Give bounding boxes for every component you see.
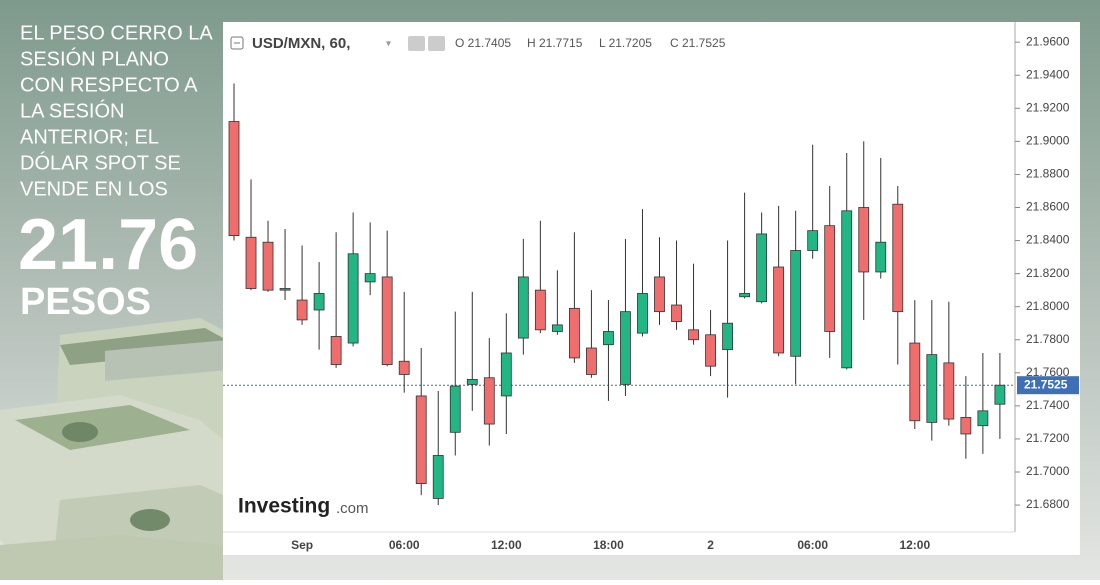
ohlc-label: L 21.7205 <box>599 36 652 50</box>
x-tick-label: 12:00 <box>899 538 930 552</box>
candle-body <box>858 207 870 273</box>
headline-line: SESIÓN PLANO <box>20 47 169 70</box>
headline-line: DÓLAR SPOT SE <box>20 151 181 174</box>
x-tick-label: 06:00 <box>389 538 420 552</box>
candle-body <box>875 241 887 273</box>
watermark-suffix: .com <box>336 500 369 517</box>
candle-body <box>466 379 478 385</box>
candle-body <box>500 352 512 397</box>
headline-line: LA SESIÓN <box>20 99 125 122</box>
y-tick-label: 21.9000 <box>1026 134 1070 148</box>
collapse-icon[interactable] <box>230 36 244 50</box>
headline-line: VENDE EN LOS <box>20 178 168 200</box>
y-tick-label: 21.7600 <box>1026 365 1070 379</box>
candle-body <box>432 455 444 499</box>
candle-body <box>637 293 648 334</box>
candle-body <box>892 203 904 313</box>
headline-line: CON RESPECTO A <box>20 74 198 96</box>
symbol: USD/MXN, 60, <box>252 35 350 52</box>
candle-body <box>943 362 955 420</box>
x-tick-label: 18:00 <box>593 538 624 552</box>
candle-body <box>994 384 1006 405</box>
ohlc-label: C 21.7525 <box>670 36 726 50</box>
last-price-tag <box>1017 376 1079 395</box>
candle-body <box>364 273 376 283</box>
candle-body <box>228 121 240 237</box>
big-value: 21.76 <box>18 205 198 285</box>
big-unit: PESOS <box>20 281 151 323</box>
candle-body <box>262 241 274 291</box>
ohlc-label: O 21.7405 <box>455 36 511 50</box>
candle-body <box>688 329 699 341</box>
candle-body <box>245 236 257 289</box>
x-tick-label: 2 <box>707 538 714 552</box>
candle-body <box>824 225 836 332</box>
y-tick-label: 21.6800 <box>1026 497 1070 511</box>
candle-body <box>517 276 529 339</box>
y-tick-label: 21.8400 <box>1026 233 1070 247</box>
y-tick-label: 21.9200 <box>1026 100 1070 114</box>
candle-body <box>415 395 427 484</box>
candle-body <box>909 342 921 422</box>
y-tick-label: 21.8000 <box>1026 299 1070 313</box>
candle-body <box>313 293 325 311</box>
candle-body <box>381 276 393 365</box>
headline-line: ANTERIOR; EL <box>20 126 159 148</box>
watermark: Investing <box>238 495 330 518</box>
candle-body <box>654 276 665 313</box>
y-tick-label: 21.7800 <box>1026 332 1070 346</box>
headline-line: EL PESO CERRO LA <box>20 22 213 44</box>
y-tick-label: 21.7400 <box>1026 398 1070 412</box>
ohlc-label: H 21.7715 <box>527 36 583 50</box>
chart-panel <box>223 22 1080 555</box>
y-tick-label: 21.8600 <box>1026 200 1070 214</box>
candle-body <box>926 354 938 423</box>
y-tick-label: 21.9400 <box>1026 67 1070 81</box>
candle-body <box>773 266 785 354</box>
headline: EL PESO CERRO LA SESIÓN PLANO CON RESPECTO… <box>20 22 213 200</box>
x-tick-label: Sep <box>291 538 313 552</box>
candle-body <box>586 347 597 375</box>
money-stacks <box>0 318 223 580</box>
candle-body <box>603 331 614 346</box>
candle-body <box>739 293 750 298</box>
candle-body <box>705 334 716 367</box>
candle-body <box>790 250 802 357</box>
candle-body <box>807 230 819 251</box>
y-tick-label: 21.7200 <box>1026 431 1070 445</box>
eye-icon[interactable] <box>408 36 425 51</box>
x-tick-label: 06:00 <box>797 538 828 552</box>
candle-body <box>841 210 853 369</box>
candle-body <box>569 307 580 359</box>
last-price-label: 21.7525 <box>1024 377 1068 391</box>
y-tick-label: 21.8200 <box>1026 266 1070 280</box>
y-tick-label: 21.9600 <box>1026 34 1070 48</box>
y-tick-label: 21.7000 <box>1026 464 1070 478</box>
candle-body <box>449 385 461 433</box>
candle-body <box>398 360 410 375</box>
settings-icon[interactable] <box>428 36 445 51</box>
candle-body <box>330 336 342 365</box>
candle-body <box>296 299 308 321</box>
y-tick-label: 21.8800 <box>1026 167 1070 181</box>
candle-body <box>977 410 989 427</box>
candle-body <box>722 322 733 351</box>
candle-body <box>551 324 563 332</box>
candle-body <box>671 304 682 322</box>
candle-body <box>347 253 359 344</box>
candle-body <box>620 311 631 385</box>
candle-body <box>483 377 495 425</box>
candle-body <box>534 289 546 331</box>
x-tick-label: 12:00 <box>491 538 522 552</box>
candle-body <box>279 288 291 291</box>
candle-body <box>756 233 768 303</box>
dropdown-icon[interactable]: ▾ <box>386 39 391 50</box>
candle-body <box>960 417 972 435</box>
